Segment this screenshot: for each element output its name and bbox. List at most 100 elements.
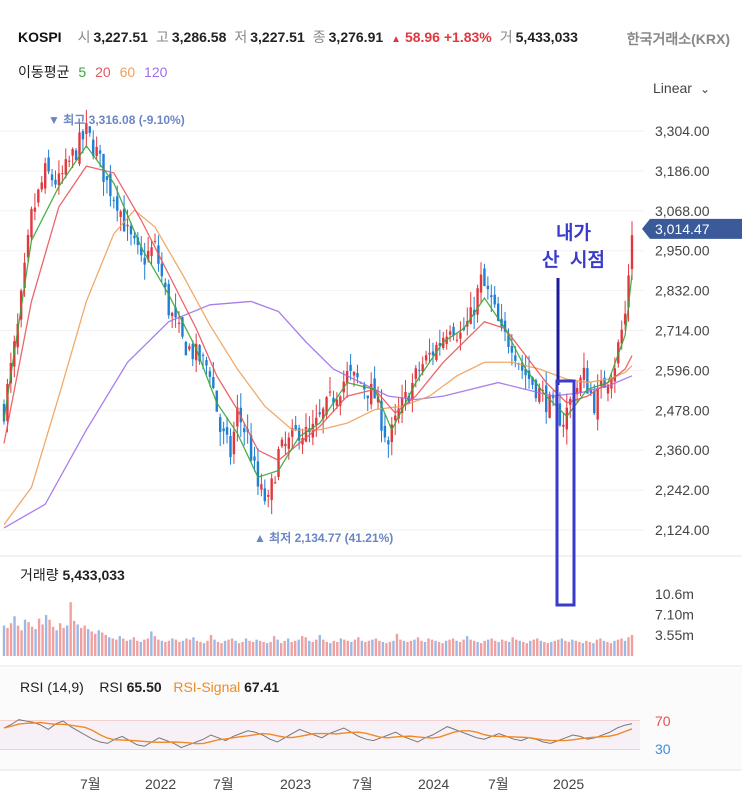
candle-body (291, 428, 294, 437)
candle-body (249, 435, 253, 461)
volume-bar (343, 639, 346, 656)
candle-body (421, 364, 424, 372)
candle-body (335, 399, 339, 406)
candle-body (184, 341, 188, 356)
volume-bar (311, 641, 314, 656)
candle-body (520, 362, 524, 371)
candle-body (68, 160, 71, 162)
volume-bar (350, 641, 353, 656)
volume-bar (9, 623, 13, 656)
high-value: 3,286.58 (171, 29, 227, 45)
x-tick-label: 7월 (80, 776, 101, 792)
candle-body (400, 397, 404, 414)
rsi-level-label: 70 (655, 713, 671, 729)
volume-bar (199, 641, 202, 656)
volume-bar (371, 639, 374, 656)
ma-legend[interactable]: 이동평균 5 20 60 120 (18, 62, 172, 82)
volume-bar (476, 641, 479, 656)
candle-body (630, 235, 634, 270)
candle-body (194, 343, 198, 361)
candle-body (201, 354, 205, 356)
volume-bar (339, 638, 343, 656)
scale-selector[interactable]: Linear ⌄ (653, 80, 710, 96)
annotation-box (555, 379, 576, 607)
volume-bar (143, 639, 146, 656)
candle-body (64, 159, 67, 175)
volume-bar (206, 640, 209, 656)
candle-body (43, 163, 47, 189)
candle-body (352, 372, 356, 376)
volume-bar (174, 639, 178, 656)
volume-title-value: 5,433,033 (62, 567, 125, 583)
candle-body (603, 377, 606, 388)
volume-bar (574, 640, 578, 656)
close-value: 3,276.91 (328, 29, 384, 45)
candle-body (2, 403, 6, 422)
volume-bar (539, 640, 542, 656)
candle-body (369, 383, 373, 405)
symbol-name[interactable]: KOSPI (18, 29, 62, 45)
candle-body (277, 449, 280, 477)
volume-bar (79, 627, 83, 656)
volume-bar (227, 639, 230, 656)
volume-bar (153, 636, 157, 656)
candle-body (205, 360, 208, 366)
ma-legend-label: 이동평균 (18, 64, 70, 80)
volume-bar (437, 641, 441, 656)
candle-body (376, 396, 380, 403)
rsi-label: RSI (99, 679, 123, 695)
volume-bar (409, 640, 413, 656)
candle-body (479, 274, 483, 293)
candle-body (548, 394, 551, 418)
price-tick-label: 3,186.00 (655, 163, 710, 179)
chart-header: KOSPI 시 3,227.51 고 3,286.58 저 3,227.51 종 3,2… (0, 0, 742, 100)
candle-body (212, 377, 215, 389)
open-value: 3,227.51 (93, 29, 148, 45)
candle-body (170, 312, 174, 317)
change-up-icon: ▲ (391, 34, 402, 45)
candle-body (476, 288, 479, 315)
volume-bar (262, 641, 265, 656)
volume-bar (493, 640, 497, 656)
candle-body (102, 153, 105, 182)
candle-body (582, 367, 586, 380)
volume-bar (392, 640, 395, 656)
volume-bar (248, 640, 251, 656)
x-tick-label: 7월 (488, 776, 509, 792)
price-tick-label: 2,124.00 (655, 522, 710, 538)
volume-bar (578, 641, 581, 656)
volume-bar (592, 643, 595, 656)
candle-body (496, 303, 500, 321)
volume-bar (479, 643, 483, 656)
current-price-value: 3,014.47 (655, 221, 710, 237)
rsi-panel-title: RSI (14,9) RSI 65.50 RSI-Signal 67.41 (20, 679, 279, 695)
candle-body (280, 439, 284, 447)
candle-body (26, 235, 30, 258)
candle-body (140, 247, 143, 256)
volume-bar (441, 643, 444, 656)
rsi-level-label: 30 (655, 741, 671, 757)
candle-body (236, 407, 239, 427)
x-tick-label: 2025 (553, 776, 584, 792)
volume-bar (34, 629, 37, 656)
candle-body (263, 488, 267, 502)
candle-body (191, 343, 194, 360)
volume-tick-label: 3.55m (655, 627, 694, 643)
price-tick-label: 2,360.00 (655, 442, 710, 458)
ma-20: 20 (95, 64, 111, 80)
volume-bars (2, 602, 634, 656)
volume-bar (413, 639, 416, 656)
candle-body (527, 370, 531, 379)
volume-bar (623, 640, 627, 656)
volume-bar (178, 641, 181, 656)
candle-body (150, 247, 153, 256)
candle-body (418, 369, 421, 371)
candle-body (613, 368, 617, 382)
candle-body (116, 196, 119, 211)
price-tick-label: 2,950.00 (655, 243, 710, 259)
price-panel-bg (0, 100, 742, 555)
candle-body (40, 182, 43, 190)
candle-body (174, 307, 177, 318)
price-tick-label: 3,068.00 (655, 203, 710, 219)
